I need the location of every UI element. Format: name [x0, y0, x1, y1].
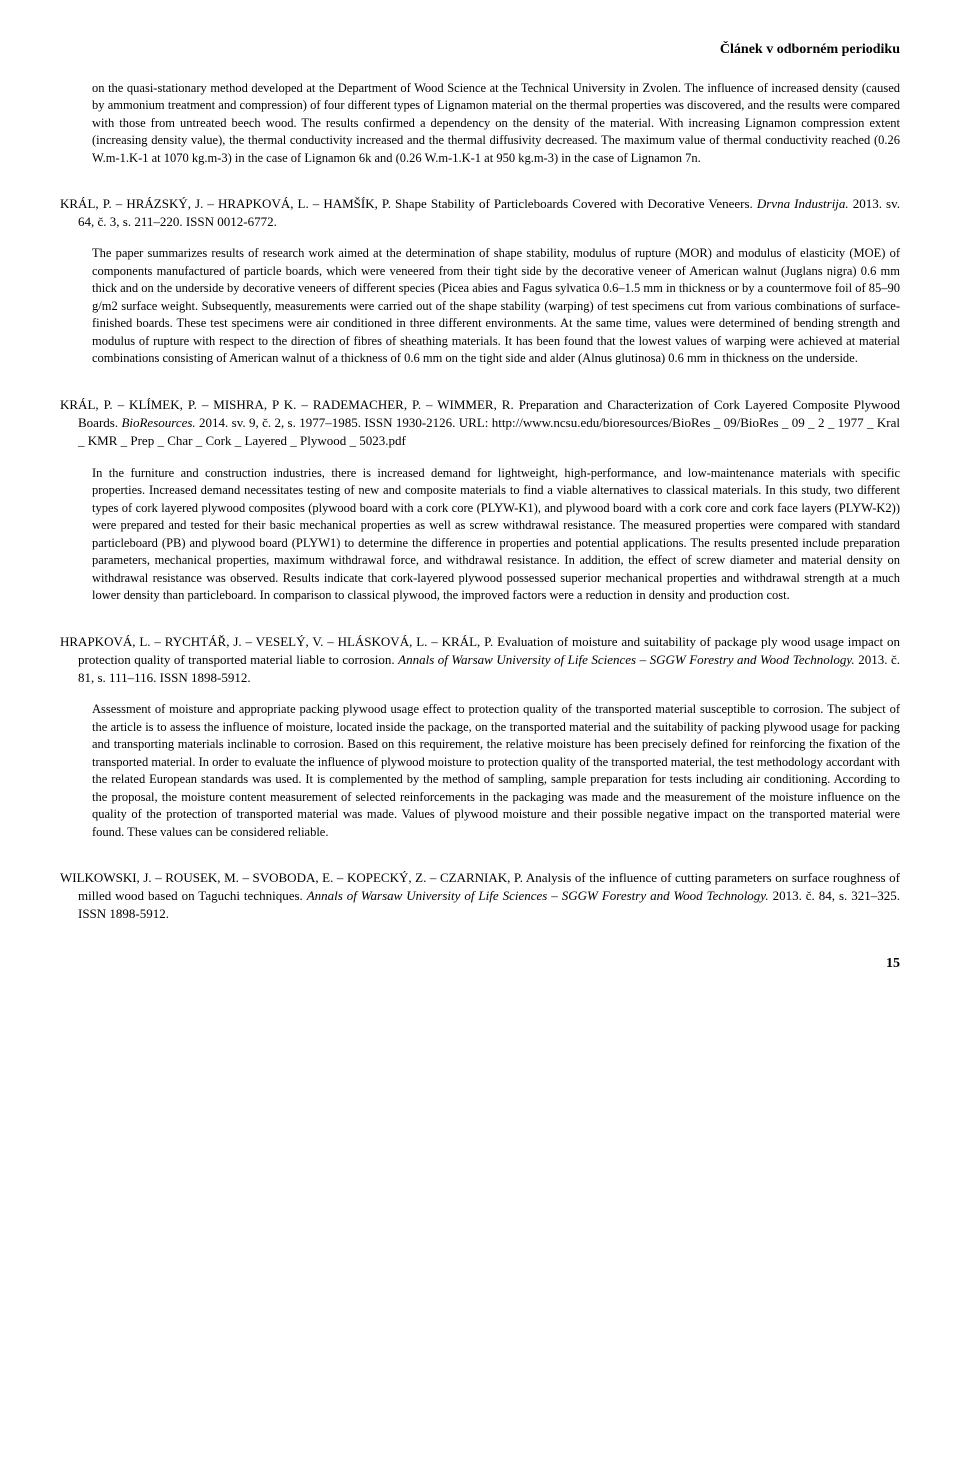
entry-2: KRÁL, P. – KLÍMEK, P. – MISHRA, P K. – R… [60, 396, 900, 605]
citation: KRÁL, P. – KLÍMEK, P. – MISHRA, P K. – R… [60, 396, 900, 451]
authors: WILKOWSKI, J. – ROUSEK, M. – SVOBODA, E.… [60, 870, 526, 885]
journal: Annals of Warsaw University of Life Scie… [307, 888, 769, 903]
abstract-text: on the quasi-stationary method developed… [92, 80, 900, 168]
entry-3: HRAPKOVÁ, L. – RYCHTÁŘ, J. – VESELÝ, V. … [60, 633, 900, 842]
authors: HRAPKOVÁ, L. – RYCHTÁŘ, J. – VESELÝ, V. … [60, 634, 497, 649]
entry-1: KRÁL, P. – HRÁZSKÝ, J. – HRAPKOVÁ, L. – … [60, 195, 900, 368]
journal: Drvna Industrija. [757, 196, 849, 211]
citation: WILKOWSKI, J. – ROUSEK, M. – SVOBODA, E.… [60, 869, 900, 924]
journal: BioResources. [121, 415, 195, 430]
citation: KRÁL, P. – HRÁZSKÝ, J. – HRAPKOVÁ, L. – … [60, 195, 900, 231]
section-header: Článek v odborném periodiku [60, 40, 900, 60]
abstract-text: In the furniture and construction indust… [92, 465, 900, 605]
title: Shape Stability of Particleboards Covere… [395, 196, 757, 211]
entry-4: WILKOWSKI, J. – ROUSEK, M. – SVOBODA, E.… [60, 869, 900, 924]
page-number: 15 [60, 954, 900, 974]
authors: KRÁL, P. – HRÁZSKÝ, J. – HRAPKOVÁ, L. – … [60, 196, 395, 211]
authors: KRÁL, P. – KLÍMEK, P. – MISHRA, P K. – R… [60, 397, 519, 412]
journal: Annals of Warsaw University of Life Scie… [398, 652, 855, 667]
entry-0: on the quasi-stationary method developed… [60, 80, 900, 168]
details: 2014. sv. 9, č. 2, s. 1977–1985. ISSN 19… [78, 415, 900, 448]
abstract-text: The paper summarizes results of research… [92, 245, 900, 368]
citation: HRAPKOVÁ, L. – RYCHTÁŘ, J. – VESELÝ, V. … [60, 633, 900, 688]
abstract-text: Assessment of moisture and appropriate p… [92, 701, 900, 841]
